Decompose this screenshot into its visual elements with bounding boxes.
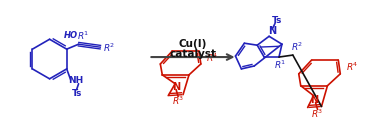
Text: $R^2$: $R^2$ <box>103 42 115 54</box>
Text: $R^4$: $R^4$ <box>346 61 358 73</box>
Text: N: N <box>172 82 180 92</box>
Text: $R^3$: $R^3$ <box>172 94 184 107</box>
Text: Cu(I): Cu(I) <box>179 39 207 49</box>
Text: $R^1$: $R^1$ <box>274 59 286 71</box>
Text: catalyst: catalyst <box>169 49 217 59</box>
Text: $R^3$: $R^3$ <box>311 107 324 120</box>
Text: Ts: Ts <box>71 89 82 98</box>
Text: HO: HO <box>64 31 78 40</box>
Text: N: N <box>268 26 276 36</box>
Text: $R^4$: $R^4$ <box>206 51 219 64</box>
Text: N: N <box>310 95 319 105</box>
Text: $R^2$: $R^2$ <box>291 41 303 53</box>
Text: NH: NH <box>68 76 83 85</box>
Text: Ts: Ts <box>272 16 282 25</box>
Text: $R^1$: $R^1$ <box>77 29 90 42</box>
